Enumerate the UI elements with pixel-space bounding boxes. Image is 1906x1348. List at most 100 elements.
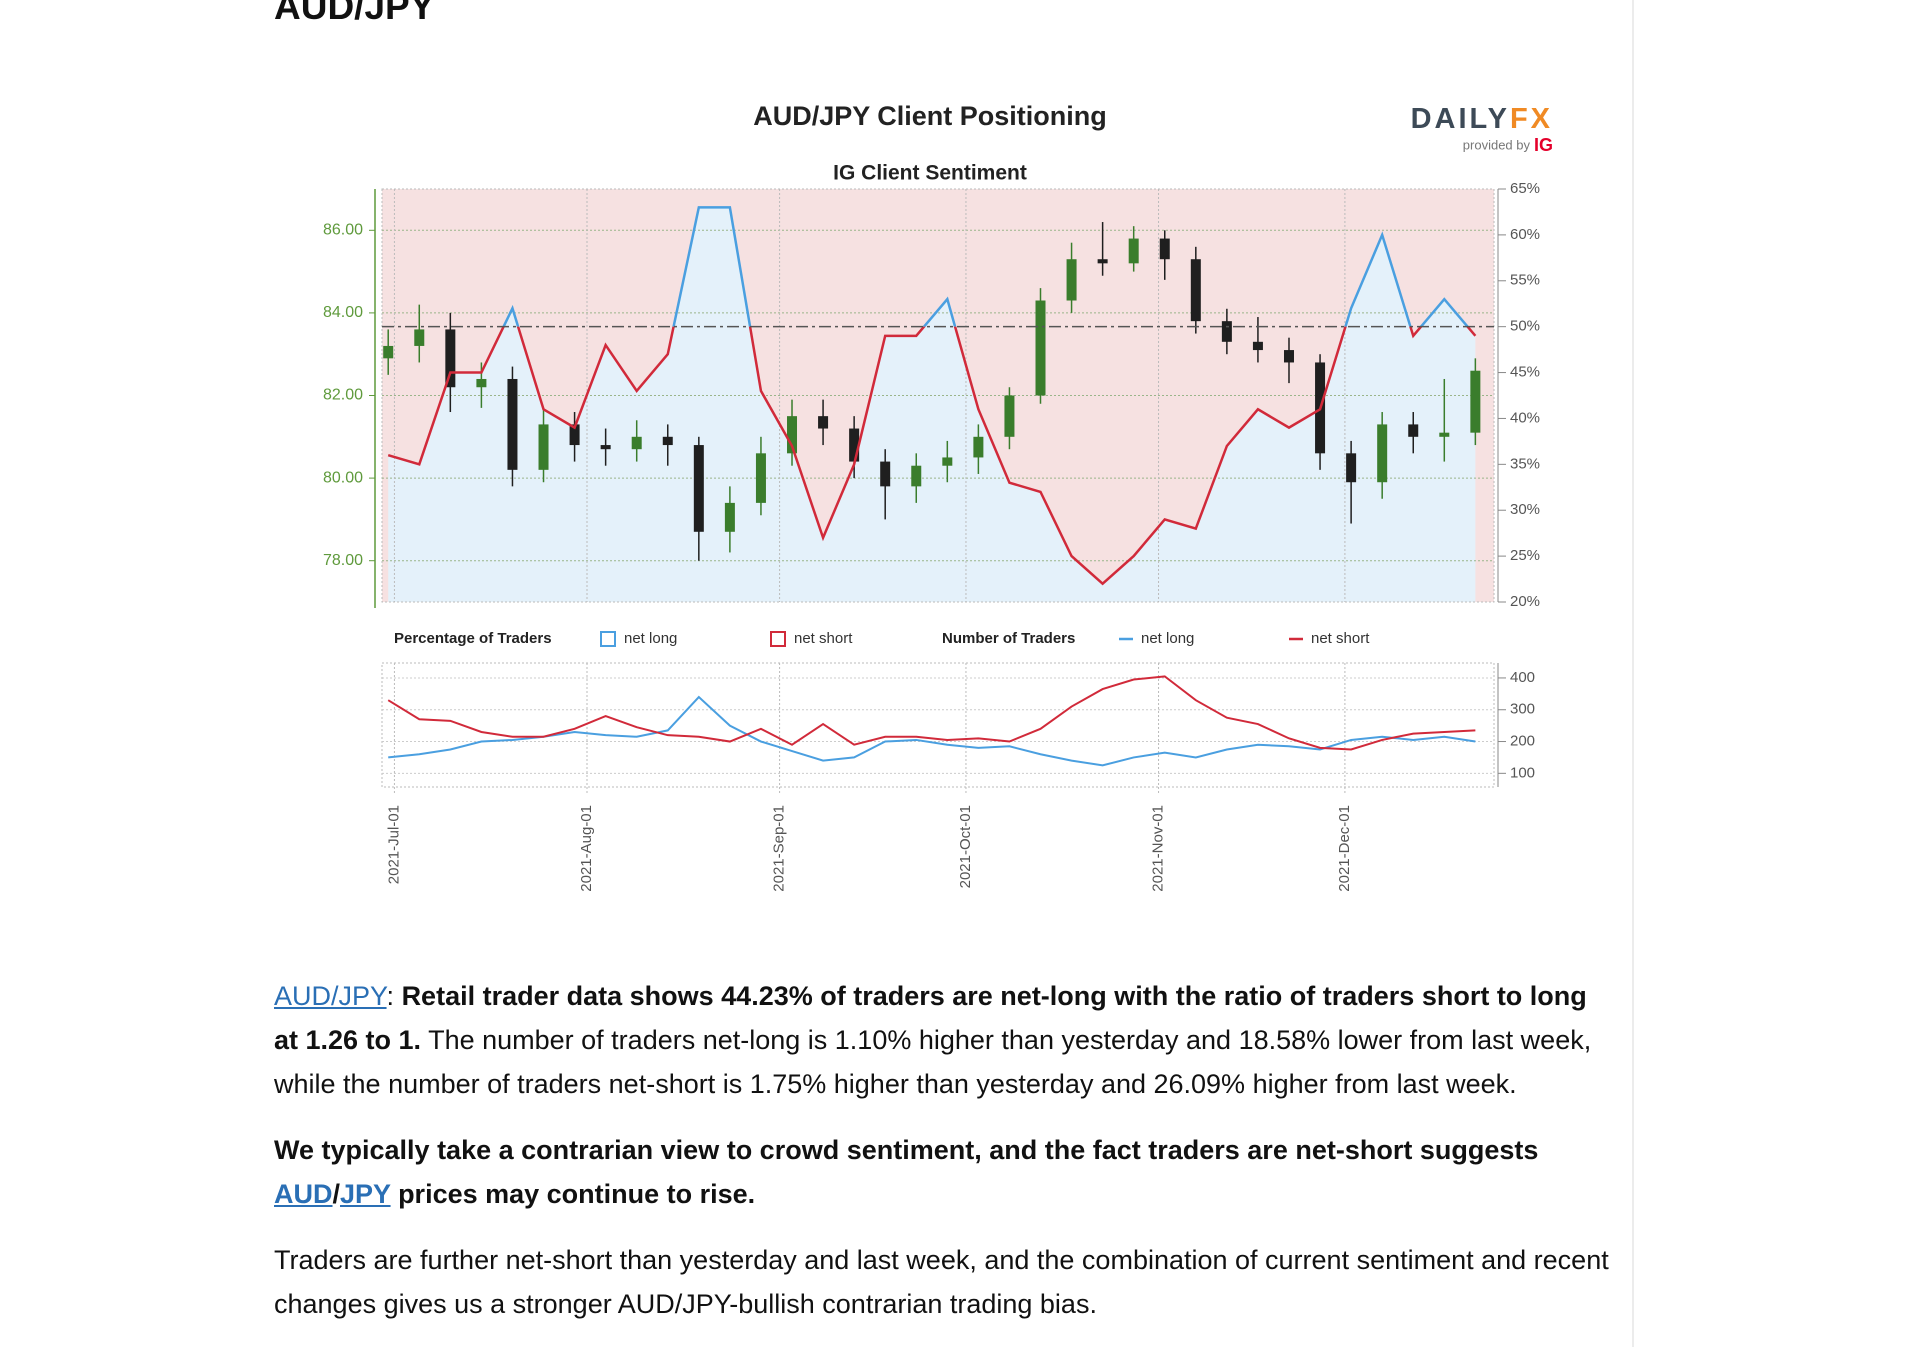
article: AUD/JPY: Retail trader data shows 44.23%… <box>274 974 1614 1348</box>
candle-body <box>1283 350 1294 363</box>
text-run: prices may continue to rise. <box>390 1179 756 1209</box>
candle-body <box>507 378 518 470</box>
chart: AUD/JPY Client Positioning IG Client Sen… <box>323 101 1553 892</box>
candle-body <box>414 329 425 346</box>
candle-body <box>631 436 642 450</box>
legend-label: net long <box>1141 630 1194 647</box>
sidebar-divider <box>1632 0 1634 1347</box>
legend-label: net short <box>794 630 853 647</box>
candle-body <box>1377 424 1388 483</box>
candle-body <box>818 416 829 429</box>
candle-body <box>445 329 456 388</box>
plot-frame <box>381 188 1495 603</box>
candle-body <box>1408 424 1419 437</box>
net-long-line <box>502 206 1470 327</box>
candle-body <box>911 465 922 487</box>
x-tick-label: 2021-Sep-01 <box>771 805 788 892</box>
logo-name: FX <box>1510 103 1553 135</box>
logo: DAILYFX <box>1411 103 1553 135</box>
count-tick-label: 100 <box>1510 764 1535 781</box>
x-tick-label: 2021-Jul-01 <box>385 805 402 884</box>
legend-label: net short <box>1311 630 1370 647</box>
y2-tick-label: 60% <box>1510 226 1540 243</box>
x-tick-label: 2021-Oct-01 <box>957 805 974 888</box>
x-tick-label: 2021-Dec-01 <box>1336 805 1353 892</box>
paragraph: We typically take a contrarian view to c… <box>274 1128 1614 1216</box>
count-tick-label: 200 <box>1510 733 1535 750</box>
candle-body <box>538 424 549 470</box>
legend-title: Percentage of Traders <box>394 630 552 647</box>
text-run: Retail trader data shows 44.23% of trade… <box>274 981 1587 1055</box>
legend-swatch <box>600 631 616 647</box>
lower-plot-frame <box>381 662 1495 788</box>
y2-tick-label: 20% <box>1510 593 1540 610</box>
text-run: / <box>332 1179 341 1209</box>
candle-body <box>1159 238 1170 260</box>
logo-brand: IG <box>1534 135 1553 155</box>
candle-body <box>1035 300 1046 396</box>
candle-body <box>755 453 766 503</box>
y2-tick-label: 30% <box>1510 501 1540 518</box>
candle-body <box>662 436 673 446</box>
legend-title: Number of Traders <box>942 630 1075 647</box>
candle-body <box>880 461 891 487</box>
candle-body <box>1346 453 1357 483</box>
text-run: The number of traders net-long is 1.10% … <box>274 1025 1592 1099</box>
y2-tick-label: 25% <box>1510 547 1540 564</box>
candle-body <box>1004 395 1015 437</box>
heading: AUD/JPY <box>274 0 435 27</box>
text-run: : <box>386 981 402 1011</box>
candle-body <box>1470 370 1481 433</box>
paragraph: Traders are further net-short than yeste… <box>274 1238 1614 1326</box>
count-tick-label: 400 <box>1510 669 1535 686</box>
legend-swatch <box>770 631 786 647</box>
candle-body <box>1252 341 1263 351</box>
y2-tick-label: 65% <box>1510 180 1540 197</box>
y-tick-label: 82.00 <box>323 387 363 404</box>
candle-body <box>383 345 394 359</box>
candle-body <box>1439 432 1450 437</box>
text-run: Traders are further net-short than yeste… <box>274 1245 1609 1319</box>
count-line <box>387 675 1476 751</box>
y2-tick-label: 50% <box>1510 318 1540 335</box>
candle-body <box>724 502 735 532</box>
net-long-area <box>388 207 1476 602</box>
candle-body <box>973 436 984 458</box>
y-tick-label: 78.00 <box>323 552 363 569</box>
candle-body <box>476 378 487 388</box>
x-tick-label: 2021-Nov-01 <box>1150 805 1167 892</box>
y-tick-label: 86.00 <box>323 222 363 239</box>
link[interactable]: AUD/JPY <box>274 981 387 1011</box>
candle-body <box>849 428 860 462</box>
link[interactable]: AUD <box>274 1179 333 1209</box>
candle-body <box>942 457 953 466</box>
y2-tick-label: 55% <box>1510 272 1540 289</box>
candle-body <box>787 416 798 454</box>
count-tick-label: 300 <box>1510 701 1535 718</box>
candle-body <box>569 424 580 446</box>
y2-tick-label: 45% <box>1510 364 1540 381</box>
y2-tick-label: 40% <box>1510 409 1540 426</box>
logo-name: DAILY <box>1411 103 1510 135</box>
chart-title: AUD/JPY Client Positioning <box>753 101 1107 131</box>
y2-tick-label: 35% <box>1510 455 1540 472</box>
logo-tagline: provided by <box>1463 137 1531 152</box>
paragraph: AUD/JPY: Retail trader data shows 44.23%… <box>274 974 1614 1106</box>
y-tick-label: 80.00 <box>323 469 363 486</box>
count-line <box>388 695 1476 767</box>
y-tick-label: 84.00 <box>323 304 363 321</box>
x-tick-label: 2021-Aug-01 <box>578 805 595 892</box>
legend-label: net long <box>624 630 677 647</box>
chart-subtitle: IG Client Sentiment <box>833 162 1027 185</box>
text-run: We typically take a contrarian view to c… <box>274 1135 1539 1165</box>
link[interactable]: JPY <box>340 1179 391 1209</box>
net-long-line <box>387 326 1477 586</box>
candle-body <box>1066 259 1077 301</box>
candle-body <box>1097 259 1108 264</box>
candle-body <box>1190 259 1201 322</box>
candle-body <box>1128 238 1139 264</box>
candle-body <box>1221 321 1232 342</box>
candle-body <box>600 445 611 450</box>
candle-body <box>693 445 704 532</box>
